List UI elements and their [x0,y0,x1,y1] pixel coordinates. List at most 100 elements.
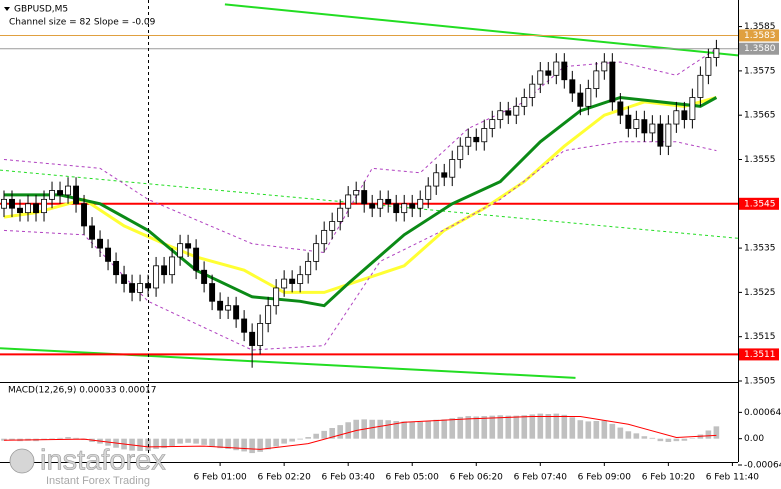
candle-body [177,243,184,258]
macd-bar [177,438,183,444]
candle-body [41,198,47,214]
x-tick-label: 6 Feb 02:20 [257,473,311,483]
macd-bar [1,438,7,441]
signal-line [3,416,717,450]
candle-body [641,119,648,134]
macd-bar [641,436,648,439]
candle-body [385,198,392,205]
macd-bar [281,438,287,444]
x-tick-label: 6 Feb 05:00 [386,473,440,483]
macd-bar [409,421,416,439]
candle-body [545,70,552,76]
candle-body [457,145,464,160]
candle-body [161,265,168,276]
candle-body [593,70,600,90]
candle-body [265,305,272,324]
macd-bar [337,425,343,439]
candle-body [209,283,216,302]
chart-title: GBPUSD,M5 [14,5,68,15]
macd-bar [537,413,544,439]
level-label: 1.3511 [744,350,776,360]
candle-body [97,238,104,249]
macd-bar [545,414,552,439]
candle-body [649,123,656,134]
macd-bar [161,438,167,449]
candle-body [81,203,88,227]
candle-body [473,136,480,143]
candle-body [497,110,504,121]
indicator-line [3,48,717,254]
candle-body [625,114,632,129]
candle-body [241,318,248,333]
level-label: 1.3545 [744,199,776,209]
candle-body [585,88,592,107]
y-tick-label: 1.3525 [744,288,776,298]
macd-bar [273,438,279,447]
macd-bar [377,419,384,439]
macd-bar [193,438,199,444]
candle-body [393,203,400,214]
macd-bar [689,438,696,439]
macd-bar [321,430,327,439]
candle-body [689,97,696,121]
candle-body [201,269,208,284]
macd-bar [489,415,496,439]
candle-body [17,207,23,214]
watermark-tagline: Instant Forex Trading [46,475,150,487]
macd-bar [561,414,568,439]
candle-body [49,190,55,200]
y-tick-label: 1.3565 [744,111,776,121]
macd-title: MACD(12,26,9) 0.00033 0.00017 [8,386,157,396]
macd-bar [217,438,223,449]
macd-bar [553,413,560,439]
candle-body [57,190,63,196]
macd-bar [481,416,488,439]
macd-bar [513,415,520,439]
price-panel [0,3,738,379]
candle-body [537,70,544,85]
trend-line [0,347,576,379]
macd-bar [313,433,319,439]
macd-bar [585,421,592,439]
macd-bar [385,420,392,439]
candle-body [633,119,640,129]
candle-body [289,278,296,284]
chart-subtitle: Channel size = 82 Slope = -0.09 [9,18,156,28]
candle-body [193,247,200,271]
candle-body [481,128,488,143]
candle-body [529,83,536,98]
y-tick-label: 1.3575 [744,66,776,76]
macd-bar [57,437,63,439]
macd-bar [521,415,528,439]
x-tick-label: 6 Feb 11:40 [706,473,760,483]
macd-bar [297,438,303,440]
macd-bar [441,419,448,439]
y-tick-label: 1.3505 [744,377,776,387]
candle-body [257,323,264,346]
candle-body [441,172,448,178]
candle-body [121,274,128,284]
candle-body [433,172,440,187]
watermark-logo [9,448,35,474]
macd-bar [425,421,432,439]
macd-bar [601,420,608,439]
macd-bar [665,438,672,442]
candle-body [417,198,424,209]
candle-body [273,287,280,307]
macd-bar [505,415,512,439]
macd-bar [169,438,175,447]
candle-body [25,203,31,214]
macd-bar [65,437,71,439]
candle-body [449,159,456,178]
axes: 1.3505 1.3515 1.3525 1.3535 1.3555 1.3565 1.35… [193,22,781,482]
x-tick-label: 6 Feb 10:20 [642,473,696,483]
macd-bar [657,438,664,442]
candle-body [569,79,576,94]
x-tick-label: 6 Feb 01:00 [193,473,247,483]
macd-bar [393,421,400,439]
candle-body [705,57,712,76]
macd-bar [209,438,215,447]
